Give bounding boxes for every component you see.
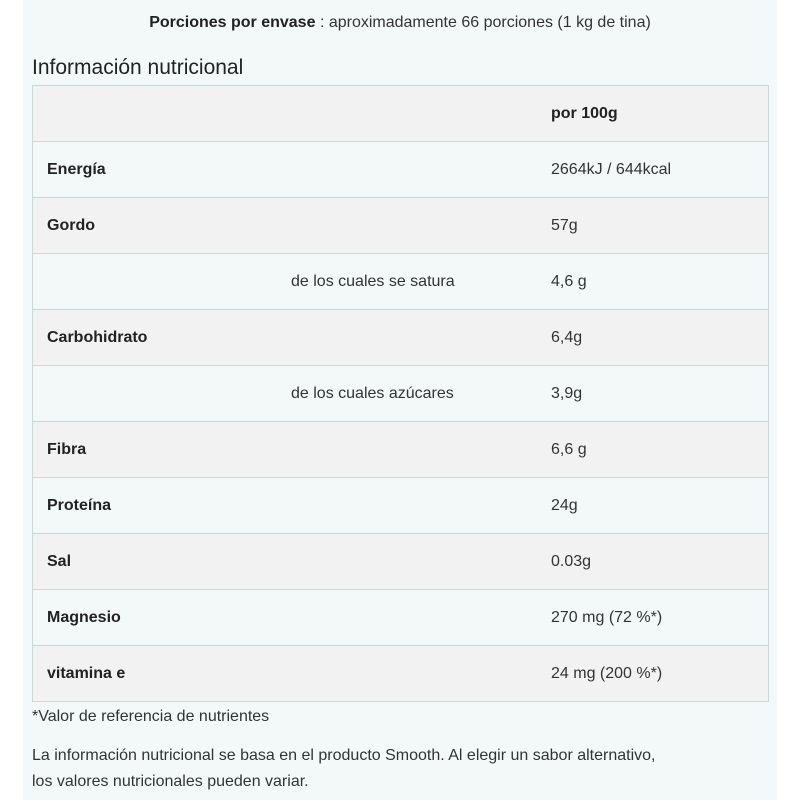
table-row: Proteína 24g <box>32 477 769 534</box>
table-row: Sal 0.03g <box>32 533 769 590</box>
servings-label: Porciones por envase <box>149 14 316 31</box>
table-row: Gordo 57g <box>32 197 769 254</box>
nutrient-value: 270 mg (72 %*) <box>551 589 769 646</box>
disclaimer-line-1: La información nutricional se basa en el… <box>32 747 656 764</box>
header-per-100g: por 100g <box>551 85 769 142</box>
servings-value: : aproximadamente 66 porciones (1 kg de … <box>319 14 651 31</box>
table-row: Carbohidrato 6,4g <box>32 309 769 366</box>
table-row: Fibra 6,6 g <box>32 421 769 478</box>
nutrient-label: Magnesio <box>32 589 551 646</box>
nutrient-value: 57g <box>551 197 769 254</box>
nutrient-label: vitamina e <box>32 645 551 702</box>
table-header-row: por 100g <box>32 85 769 142</box>
nutrient-label: de los cuales azúcares <box>32 365 551 422</box>
servings-info: Porciones por envase : aproximadamente 6… <box>0 14 800 32</box>
header-empty-cell <box>32 85 551 142</box>
nutrient-value: 24 mg (200 %*) <box>551 645 769 702</box>
table-row: de los cuales se satura 4,6 g <box>32 253 769 310</box>
nutrient-label: de los cuales se satura <box>32 253 551 310</box>
table-row: Energía 2664kJ / 644kcal <box>32 141 769 198</box>
nutrient-value: 2664kJ / 644kcal <box>551 141 769 198</box>
nutrient-label: Fibra <box>32 421 551 478</box>
nutrient-value: 6,6 g <box>551 421 769 478</box>
table-row: vitamina e 24 mg (200 %*) <box>32 645 769 702</box>
nutrient-label: Proteína <box>32 477 551 534</box>
nutrient-value: 4,6 g <box>551 253 769 310</box>
section-title: Información nutricional <box>32 56 244 79</box>
table-row: de los cuales azúcares 3,9g <box>32 365 769 422</box>
nutrient-label: Energía <box>32 141 551 198</box>
nutrient-value: 0.03g <box>551 533 769 590</box>
disclaimer-line-2: los valores nutricionales pueden variar. <box>32 773 309 790</box>
nutrient-value: 6,4g <box>551 309 769 366</box>
nutrient-label: Gordo <box>32 197 551 254</box>
nutrient-value: 24g <box>551 477 769 534</box>
nutrient-value: 3,9g <box>551 365 769 422</box>
table-row: Magnesio 270 mg (72 %*) <box>32 589 769 646</box>
nutrient-label: Carbohidrato <box>32 309 551 366</box>
nutrition-table: por 100g Energía 2664kJ / 644kcal Gordo 57g… <box>32 85 769 702</box>
footnote: *Valor de referencia de nutrientes <box>32 708 270 725</box>
nutrient-label: Sal <box>32 533 551 590</box>
